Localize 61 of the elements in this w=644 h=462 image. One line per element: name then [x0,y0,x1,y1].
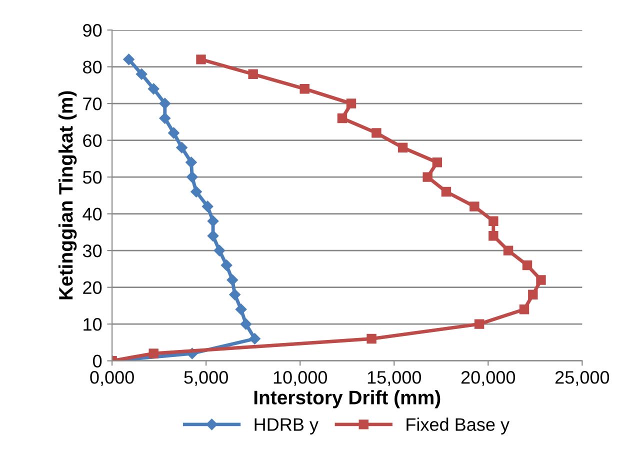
point [248,69,258,79]
y-tick-label: 70 [83,97,102,110]
point [190,186,202,198]
point [176,142,188,154]
point [148,348,158,358]
legend-label: HDRB y [254,418,318,434]
point [235,304,247,315]
y-tick-label: 50 [82,170,102,184]
point [220,260,232,271]
point [159,112,171,124]
point [159,98,171,110]
legend-label: Fixed Base y [406,418,510,434]
point [346,98,356,108]
point [300,84,310,94]
point [519,304,530,314]
point [136,68,148,80]
point [422,172,432,182]
x-tick-label: 25,000 [555,371,610,386]
point [474,319,484,329]
point [207,230,219,242]
y-tick-label: 40 [82,208,102,221]
y-tick-label: 90 [83,24,102,37]
x-tick-label: 5,000 [184,371,228,386]
point [398,142,408,153]
x-tick-label: 0,000 [90,371,134,386]
y-tick-label: 60 [83,134,102,148]
y-tick-label: 30 [82,244,102,258]
point [503,246,514,256]
point [123,54,134,66]
y-tick-label: 0 [93,354,102,368]
point [186,171,198,183]
point [229,289,240,300]
y-tick-label: 10 [84,318,102,331]
point [488,230,498,241]
point [226,274,238,286]
point [214,244,226,256]
point [148,83,160,94]
point [366,334,376,344]
point [186,156,197,168]
point [536,275,546,285]
x-tick-label: 20,000 [461,371,516,386]
point [249,333,260,344]
y-axis-title: Ketinggian Tingkat (m) [58,91,77,300]
y-tick-label: 80 [83,60,102,74]
point [196,54,206,64]
x-tick-label: 10,000 [274,371,328,386]
point [372,128,382,138]
x-tick-label: 15,000 [368,371,422,386]
point [207,216,219,227]
point [528,290,538,300]
point [337,113,348,124]
y-tick-label: 20 [83,281,102,294]
point [432,157,442,168]
point [522,260,532,270]
point [202,200,214,212]
point [168,127,180,139]
point [240,318,252,330]
x-axis-title: Interstory Drift (mm) [254,390,440,408]
point [470,202,480,212]
point [488,216,498,226]
point [441,186,452,197]
